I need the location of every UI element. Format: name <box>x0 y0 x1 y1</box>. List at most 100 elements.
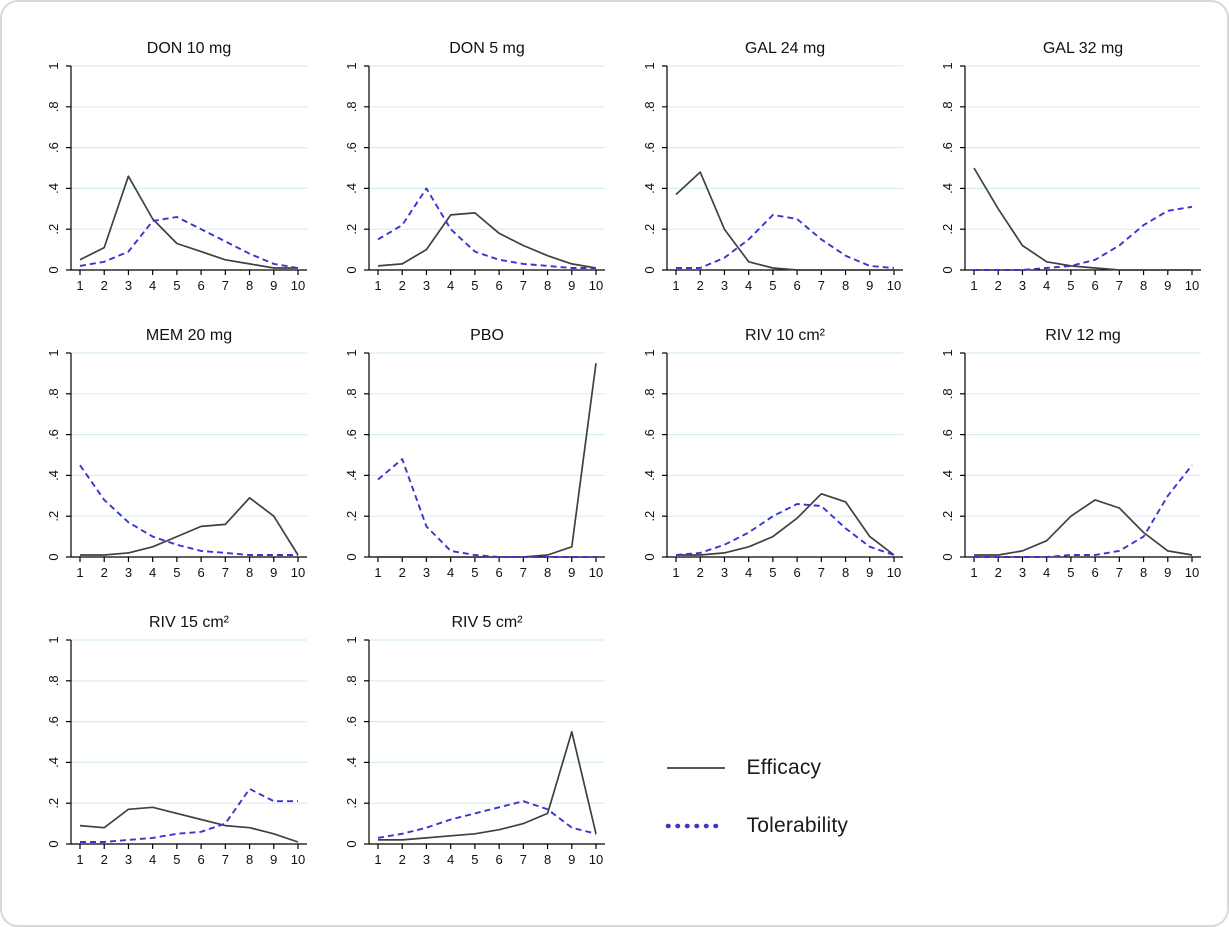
y-tick-label: 0 <box>46 266 61 273</box>
y-tick-label: 1 <box>642 349 657 356</box>
x-tick-label: 9 <box>270 565 277 580</box>
x-tick-label: 1 <box>374 852 381 867</box>
y-tick-label: 1 <box>642 62 657 69</box>
y-tick-label: 1 <box>344 349 359 356</box>
x-tick-label: 10 <box>290 565 304 580</box>
y-tick-label: 1 <box>46 636 61 643</box>
legend-label-tolerability: Tolerability <box>746 814 849 837</box>
tolerability-line <box>79 787 298 843</box>
x-tick-label: 2 <box>994 278 1001 293</box>
y-tick-label: .4 <box>344 757 359 768</box>
y-tick-label: .2 <box>46 511 61 522</box>
y-tick-label: .4 <box>46 757 61 768</box>
y-tick-label: .8 <box>344 675 359 686</box>
x-tick-label: 7 <box>221 565 228 580</box>
x-tick-label: 1 <box>672 278 679 293</box>
x-tick-label: 2 <box>398 565 405 580</box>
x-tick-label: 1 <box>374 278 381 293</box>
y-tick-label: .8 <box>344 101 359 112</box>
y-tick-label: 1 <box>46 62 61 69</box>
chart-title: RIV 12 mg <box>1045 327 1121 344</box>
tolerability-line <box>973 464 1193 558</box>
x-tick-label: 8 <box>245 852 252 867</box>
chart-plot: RIV 15 cm² 0 .2 .4 .6 .8 1 1 2 3 4 5 6 7 8 9 10 <box>46 614 307 867</box>
x-tick-label: 10 <box>588 278 602 293</box>
x-tick-label: 4 <box>745 278 752 293</box>
x-tick-label: 6 <box>1091 278 1098 293</box>
x-tick-label: 2 <box>994 565 1001 580</box>
y-tick-label: 0 <box>642 266 657 273</box>
y-tick-label: .2 <box>46 224 61 235</box>
x-tick-label: 6 <box>197 852 204 867</box>
x-tick-label: 1 <box>970 565 977 580</box>
chart-title: RIV 15 cm² <box>148 614 229 631</box>
y-tick-label: .4 <box>940 183 955 194</box>
x-tick-label: 1 <box>76 278 83 293</box>
x-tick-label: 5 <box>471 565 478 580</box>
y-tick-label: 1 <box>940 349 955 356</box>
tolerability-line <box>377 187 596 269</box>
y-tick-label: 0 <box>940 266 955 273</box>
chart-title: RIV 5 cm² <box>451 614 523 631</box>
x-tick-label: 1 <box>374 565 381 580</box>
y-tick-label: 0 <box>344 266 359 273</box>
legend: Efficacy Tolerability <box>615 606 1211 893</box>
y-tick-label: 0 <box>642 553 657 560</box>
x-tick-label: 5 <box>471 278 478 293</box>
x-tick-label: 2 <box>696 278 703 293</box>
y-tick-label: .8 <box>642 388 657 399</box>
y-tick-label: .8 <box>46 388 61 399</box>
legend-label-efficacy: Efficacy <box>746 756 822 779</box>
x-tick-label: 7 <box>221 278 228 293</box>
tolerability-line <box>78 464 298 556</box>
x-tick-label: 10 <box>588 852 602 867</box>
y-tick-label: .4 <box>46 470 61 481</box>
chart-plot: RIV 12 mg 0 .2 .4 .6 .8 1 1 2 3 4 5 6 7 8 9 10 <box>940 327 1201 580</box>
x-tick-label: 7 <box>519 565 526 580</box>
chart-title: DON 5 mg <box>449 40 525 57</box>
x-tick-label: 4 <box>1043 565 1050 580</box>
x-tick-label: 8 <box>543 278 550 293</box>
chart-plot: GAL 32 mg 0 .2 .4 .6 .8 1 1 2 3 4 5 6 7 8 9 10 <box>940 40 1201 293</box>
y-tick-label: 0 <box>46 553 61 560</box>
x-tick-label: 7 <box>817 278 824 293</box>
chart-cell-gal-24-mg: GAL 24 mg 0 .2 .4 .6 .8 1 1 2 3 4 5 6 7 8 9 10 <box>615 32 913 319</box>
y-tick-label: .2 <box>940 224 955 235</box>
y-tick-label: .4 <box>940 470 955 481</box>
x-tick-label: 2 <box>100 565 107 580</box>
y-tick-label: .4 <box>344 470 359 481</box>
y-tick-label: .6 <box>642 142 657 153</box>
x-tick-label: 6 <box>793 278 800 293</box>
chart-cell-riv-15-cm: RIV 15 cm² 0 .2 .4 .6 .8 1 1 2 3 4 5 6 7 8 9 10 <box>19 606 317 893</box>
x-tick-label: 9 <box>568 565 575 580</box>
y-tick-label: .6 <box>46 429 61 440</box>
x-tick-label: 4 <box>149 852 156 867</box>
chart-plot: DON 5 mg 0 .2 .4 .6 .8 1 1 2 3 4 5 6 7 8 9 10 <box>344 40 605 293</box>
y-tick-label: .8 <box>940 101 955 112</box>
x-tick-label: 5 <box>173 852 180 867</box>
x-tick-label: 4 <box>149 565 156 580</box>
chart-plot: MEM 20 mg 0 .2 .4 .6 .8 1 1 2 3 4 5 6 7 8 9 10 <box>46 327 307 580</box>
y-tick-label: 0 <box>344 553 359 560</box>
x-tick-label: 8 <box>1139 565 1146 580</box>
y-tick-label: 1 <box>344 62 359 69</box>
x-tick-label: 10 <box>886 278 900 293</box>
y-tick-label: 0 <box>940 553 955 560</box>
y-tick-label: .6 <box>642 429 657 440</box>
legend-item-tolerability: Tolerability <box>665 814 1211 838</box>
y-tick-label: .6 <box>344 429 359 440</box>
y-tick-label: .8 <box>940 388 955 399</box>
y-tick-label: .8 <box>642 101 657 112</box>
chart-cell-gal-32-mg: GAL 32 mg 0 .2 .4 .6 .8 1 1 2 3 4 5 6 7 8 9 10 <box>913 32 1211 319</box>
chart-cell-mem-20-mg: MEM 20 mg 0 .2 .4 .6 .8 1 1 2 3 4 5 6 7 8 9 10 <box>19 319 317 606</box>
x-tick-label: 1 <box>76 852 83 867</box>
x-tick-label: 4 <box>745 565 752 580</box>
x-tick-label: 8 <box>543 565 550 580</box>
x-tick-label: 5 <box>1067 278 1074 293</box>
chart-cell-pbo: PBO 0 .2 .4 .6 .8 1 1 2 3 4 5 6 7 8 9 10 <box>317 319 615 606</box>
x-tick-label: 3 <box>422 565 429 580</box>
y-tick-label: .6 <box>940 429 955 440</box>
chart-title: MEM 20 mg <box>145 327 231 344</box>
x-tick-label: 8 <box>841 278 848 293</box>
efficacy-line <box>377 363 597 558</box>
